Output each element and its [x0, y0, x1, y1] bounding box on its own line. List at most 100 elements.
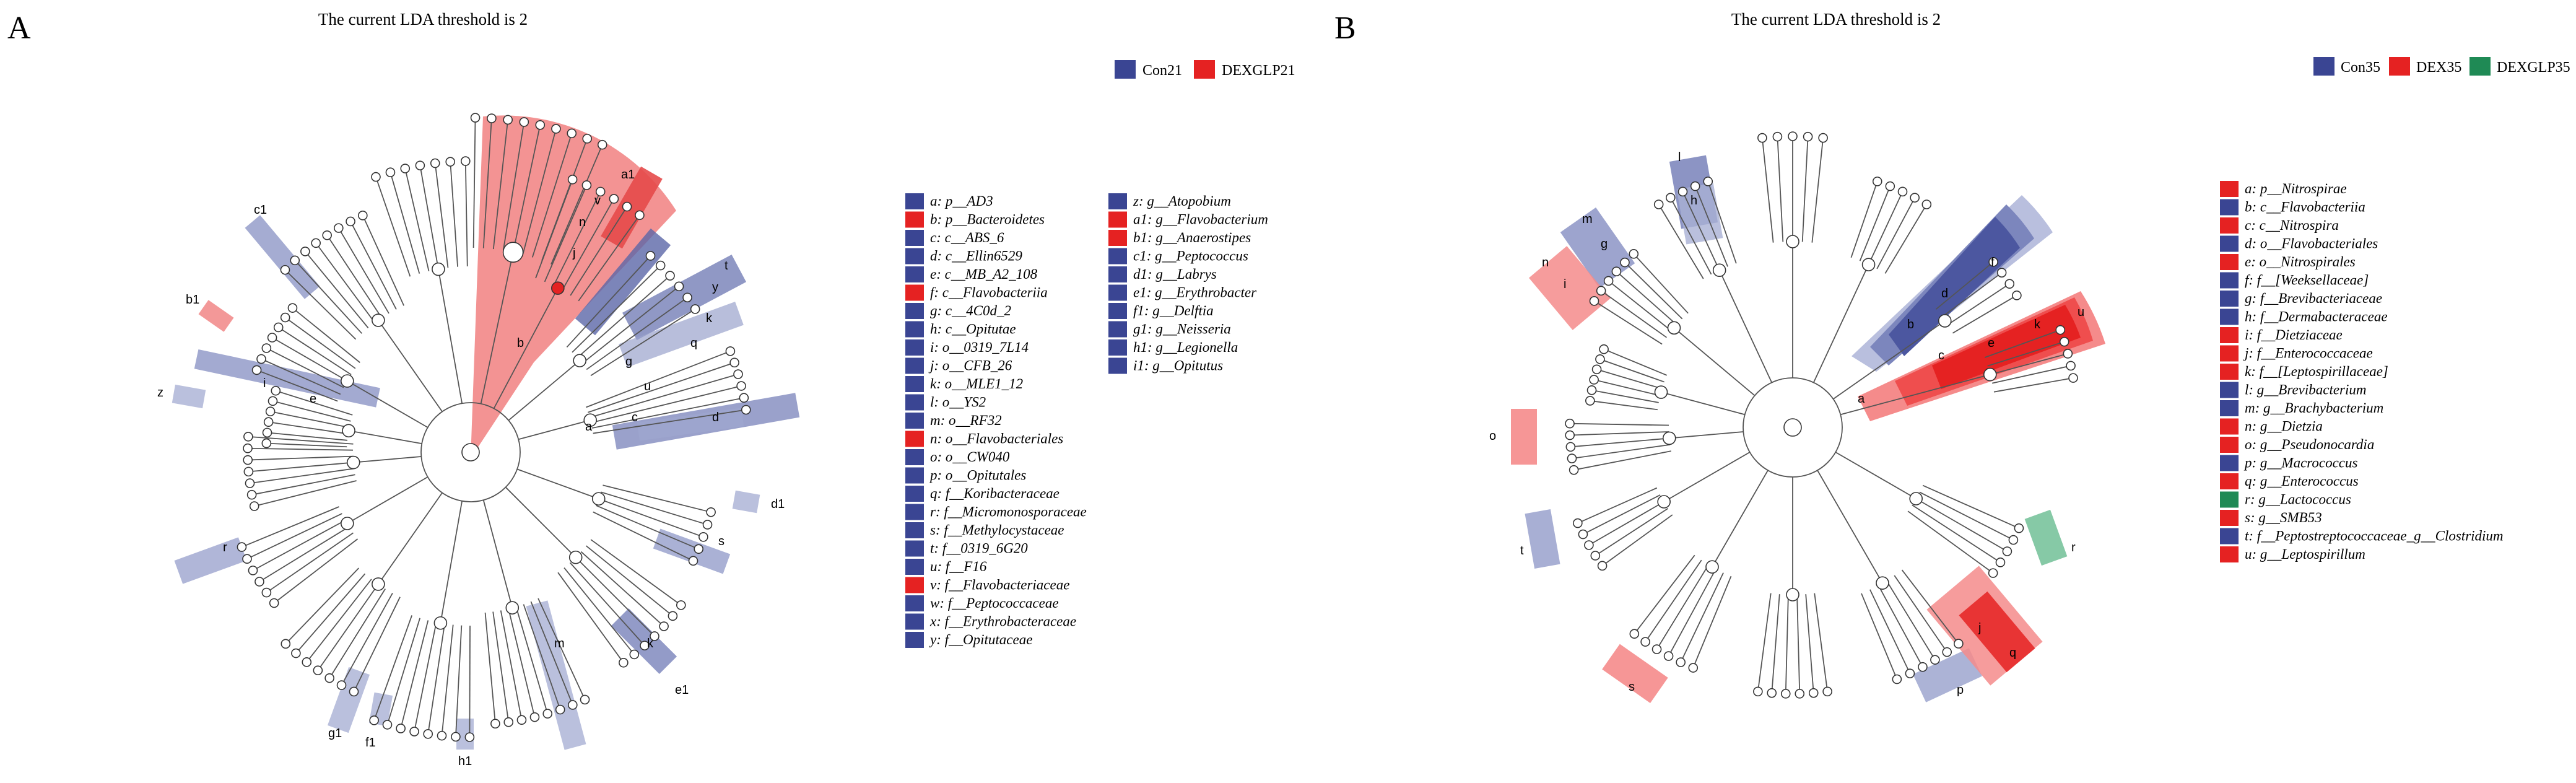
- key-entry: i: o__0319_7L14: [930, 339, 1029, 355]
- key-swatch: [905, 357, 924, 374]
- key-swatch: [2220, 217, 2239, 234]
- clade-label: i: [1564, 278, 1566, 291]
- key-entry: y: f__Opitutaceae: [929, 632, 1032, 647]
- tree-node: [1584, 540, 1594, 550]
- tree-node: [1589, 375, 1599, 385]
- tree-branch: [1694, 186, 1728, 267]
- tree-node: [1783, 418, 1802, 437]
- tree-node: [2008, 535, 2019, 545]
- tree-branch: [284, 269, 357, 340]
- tree-branch: [1952, 295, 2017, 334]
- key-entry: w: f__Peptococcaceae: [930, 595, 1059, 611]
- tree-branch: [278, 326, 352, 375]
- tree-branch: [523, 604, 561, 710]
- sector-j-q: [1959, 591, 2035, 673]
- tree-node: [334, 223, 344, 233]
- key-swatch: [2220, 400, 2239, 416]
- tree-branch: [1707, 181, 1737, 264]
- clade-label: u: [2078, 305, 2084, 319]
- tree-branch: [250, 468, 354, 484]
- tree-node: [341, 517, 354, 530]
- key-swatch: [1108, 357, 1127, 374]
- legend-b-swatch-1: [2389, 57, 2410, 76]
- tree-node: [1705, 560, 1719, 574]
- tree-branch: [1868, 191, 1904, 265]
- tree-branch: [1624, 262, 1683, 320]
- tree-branch: [350, 221, 397, 310]
- key-entry: e: c__MB_A2_108: [930, 266, 1038, 282]
- tree-branch: [1835, 452, 1917, 499]
- tree-node: [346, 216, 355, 227]
- tree-node: [1786, 588, 1799, 601]
- tree-node: [2004, 279, 2015, 289]
- tree-node: [1586, 385, 1597, 395]
- tree-branch: [550, 144, 603, 265]
- tree-branch: [1859, 186, 1891, 261]
- key-swatch: [905, 413, 924, 429]
- tree-node: [336, 680, 347, 690]
- tree-branch: [1573, 450, 1671, 471]
- legend-a-label-1: DEXGLP21: [1222, 63, 1295, 79]
- tree-node: [313, 665, 323, 676]
- tree-node: [645, 251, 656, 261]
- tree-node: [1640, 637, 1650, 647]
- tree-branch: [480, 252, 514, 404]
- tree-node: [1590, 551, 1601, 561]
- tree-node: [451, 732, 461, 742]
- tree-node: [1876, 576, 1889, 590]
- tree-node: [487, 113, 497, 123]
- tree-branch: [561, 198, 615, 291]
- tree-branch: [1812, 264, 1869, 383]
- tree-branch: [1645, 559, 1702, 642]
- tree-branch: [598, 498, 704, 538]
- clade-label: d: [1941, 287, 1948, 300]
- tree-branch: [375, 177, 411, 277]
- tree-branch: [1801, 136, 1809, 242]
- key-swatch: [2220, 181, 2239, 197]
- tree-branch: [272, 337, 348, 382]
- key-swatch: [905, 613, 924, 630]
- tree-node: [267, 333, 277, 343]
- key-entry: m: o__RF32: [930, 413, 1002, 428]
- sector-f-weeksellaceae: [1889, 217, 2020, 356]
- legend-b-label-2: DEXGLP35: [2497, 59, 2570, 76]
- tree-node: [503, 115, 513, 125]
- key-swatch: [1108, 266, 1127, 282]
- tree-branch: [292, 307, 360, 363]
- tree-node: [555, 704, 565, 715]
- tree-node: [1578, 529, 1588, 540]
- tree-node: [400, 164, 411, 173]
- tree-node: [1786, 235, 1799, 248]
- tree-node: [1795, 689, 1805, 699]
- tree-branch: [482, 118, 492, 248]
- key-entry: h1: g__Legionella: [1133, 339, 1238, 355]
- tree-node: [682, 292, 692, 303]
- tree-node: [461, 443, 480, 461]
- tree-branch: [1884, 204, 1928, 274]
- tree-node: [1954, 639, 1964, 649]
- tree-branch: [469, 625, 471, 738]
- tree-node: [706, 507, 716, 517]
- tree-branch: [450, 162, 458, 267]
- clade-label: h1: [458, 755, 472, 768]
- key-entry: s: f__Methylocystaceae: [930, 522, 1064, 538]
- tree-branch: [1901, 569, 1959, 644]
- tree-branch: [285, 567, 360, 644]
- tree-node: [430, 158, 440, 168]
- tree-node: [280, 265, 290, 275]
- tree-node: [582, 134, 593, 144]
- key-entry: a: p__AD3: [930, 193, 993, 209]
- tree-node: [733, 369, 743, 379]
- key-entry: l: g__Brevibacterium: [2245, 382, 2367, 398]
- legend-b-swatch-0: [2313, 57, 2334, 76]
- tree-node: [1654, 385, 1668, 399]
- tree-branch: [270, 411, 350, 429]
- tree-branch: [1993, 377, 2074, 393]
- key-entry: u: f__F16: [930, 559, 987, 574]
- tree-node: [432, 262, 445, 276]
- tree-node: [1565, 430, 1575, 440]
- tree-branch: [586, 351, 731, 408]
- clade-label: f1: [365, 736, 376, 750]
- tree-branch: [455, 625, 463, 737]
- tree-branch: [580, 551, 664, 627]
